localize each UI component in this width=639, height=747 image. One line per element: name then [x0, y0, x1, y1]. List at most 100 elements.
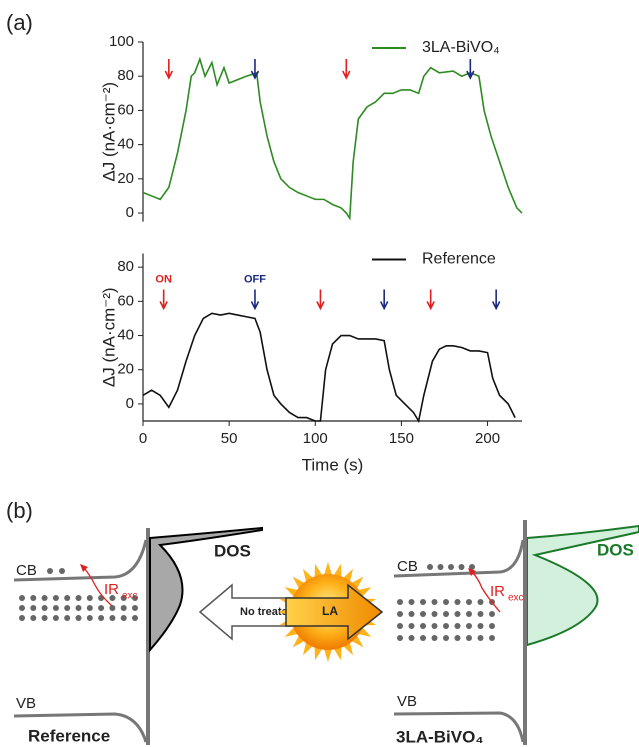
- dot: [64, 605, 71, 611]
- dot: [41, 615, 48, 621]
- dot: [454, 635, 461, 641]
- dot: [19, 615, 25, 621]
- dot: [109, 595, 116, 601]
- dot: [19, 605, 25, 611]
- dot: [408, 635, 415, 641]
- x-axis-title: Time (s): [302, 455, 364, 474]
- off-arrow: [250, 289, 260, 311]
- dos-label: DOS: [597, 540, 634, 559]
- left-diagram: IR exc DOS CB VB Reference: [13, 526, 263, 745]
- dot: [431, 623, 438, 629]
- dot: [431, 611, 438, 617]
- ir-label: IR: [490, 583, 505, 600]
- dot: [477, 623, 484, 629]
- dot: [98, 605, 105, 611]
- y-tick-label: 0: [126, 395, 134, 412]
- dot: [443, 611, 449, 617]
- off-arrow: [466, 59, 475, 80]
- dot: [86, 605, 93, 611]
- panel-label: (a): [6, 10, 33, 35]
- left-arrow-label: No treated: [240, 606, 294, 618]
- dot: [98, 615, 105, 621]
- dot: [41, 605, 48, 611]
- y-axis-title: ΔJ (nA·cm⁻²): [99, 82, 118, 182]
- dot: [109, 605, 116, 611]
- off-arrow: [491, 289, 501, 311]
- ray: [323, 562, 333, 577]
- dot: [443, 635, 449, 641]
- dot: [120, 605, 127, 611]
- legend-label: Reference: [422, 251, 496, 268]
- dot: [420, 611, 426, 617]
- off-arrow: [379, 289, 389, 311]
- on-arrow: [316, 289, 325, 311]
- dot: [454, 623, 461, 629]
- dot: [132, 615, 138, 621]
- dot: [448, 564, 454, 570]
- dot: [30, 615, 37, 621]
- dot: [86, 615, 93, 621]
- annotation: ON: [155, 273, 172, 285]
- dot: [47, 568, 53, 574]
- dot: [420, 623, 426, 629]
- y-tick-label: 20: [117, 361, 134, 378]
- treatment-arrows: No treated LA: [198, 562, 384, 662]
- right-arrow-label: LA: [322, 604, 338, 618]
- dot: [30, 595, 37, 601]
- cb-line: [393, 539, 525, 578]
- cb-line: [13, 539, 148, 582]
- dot: [431, 599, 438, 605]
- dot: [59, 568, 65, 574]
- dos-shape: [526, 524, 639, 647]
- on-arrow: [164, 59, 174, 80]
- dot: [52, 595, 59, 601]
- dot: [397, 599, 403, 605]
- dot: [469, 564, 475, 570]
- series-line: [142, 56, 523, 221]
- vb-label: VB: [397, 693, 417, 710]
- annotation: OFF: [244, 273, 266, 285]
- on-arrow: [426, 289, 435, 311]
- y-tick-label: 40: [117, 327, 134, 344]
- electrons: [19, 568, 138, 621]
- y-tick-label: 80: [117, 67, 134, 84]
- dot: [489, 611, 495, 617]
- dot: [437, 564, 444, 570]
- right-diagram: IR exc DOS CB VB 3LA-BiVO₄: [393, 520, 639, 746]
- dot: [109, 615, 116, 621]
- y-tick-label: 20: [117, 170, 134, 187]
- dot: [30, 605, 37, 611]
- dot: [431, 635, 438, 641]
- dot: [458, 564, 465, 570]
- dot: [443, 599, 449, 605]
- ir-arrowhead: [80, 564, 88, 572]
- dot: [477, 611, 484, 617]
- caption: 3LA-BiVO₄: [396, 727, 483, 746]
- off-arrow: [250, 59, 260, 80]
- vb-line: [13, 712, 148, 743]
- dot: [397, 611, 403, 617]
- x-tick-label: 200: [475, 430, 500, 447]
- dot: [420, 635, 426, 641]
- dos-label: DOS: [214, 541, 251, 560]
- panel-label: (b): [6, 498, 33, 523]
- series-line: [142, 312, 516, 424]
- y-tick-label: 60: [117, 292, 134, 309]
- dot: [477, 635, 484, 641]
- on-arrow: [342, 59, 351, 80]
- dot: [443, 623, 449, 629]
- y-tick-label: 80: [117, 258, 134, 275]
- y-axis-title: ΔJ (nA·cm⁻²): [99, 287, 118, 387]
- dot: [64, 595, 71, 601]
- ir-sub: exc: [508, 593, 524, 604]
- dot: [408, 623, 415, 629]
- dot: [397, 623, 403, 629]
- dot: [477, 599, 484, 605]
- dot: [120, 615, 127, 621]
- dot: [75, 615, 82, 621]
- dot: [86, 595, 93, 601]
- dot: [454, 599, 461, 605]
- dot: [52, 615, 59, 621]
- dot: [52, 605, 59, 611]
- x-tick-label: 50: [221, 430, 238, 447]
